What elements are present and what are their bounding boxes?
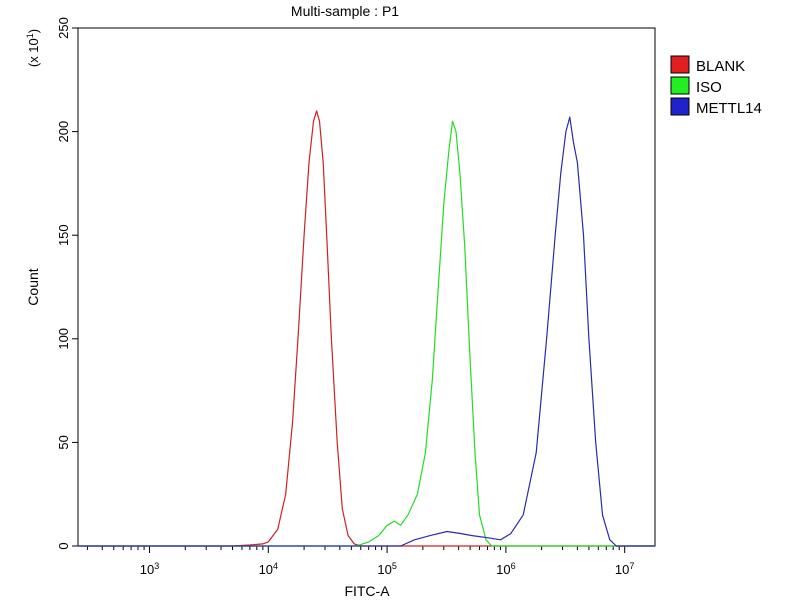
x-tick-base: 10 bbox=[377, 562, 391, 577]
x-tick-exponent: 6 bbox=[511, 561, 516, 571]
legend-item-iso: ISO bbox=[670, 76, 722, 96]
y-axis-ticks: 0 50 100 150 200 250 bbox=[56, 17, 78, 550]
legend-label-blank: BLANK bbox=[696, 58, 745, 75]
x-tick-exponent: 4 bbox=[273, 561, 278, 571]
y-multiplier-prefix: (x 10 bbox=[26, 38, 41, 67]
y-tick-label: 0 bbox=[56, 542, 71, 549]
x-tick-base: 10 bbox=[140, 562, 154, 577]
x-tick-exponent: 7 bbox=[629, 561, 634, 571]
y-tick-label: 100 bbox=[56, 328, 71, 350]
y-tick-label: 200 bbox=[56, 121, 71, 143]
x-tick-label: 104 bbox=[259, 561, 278, 577]
x-tick-exponent: 5 bbox=[392, 561, 397, 571]
series-layer bbox=[78, 110, 655, 547]
x-tick-label: 106 bbox=[496, 561, 515, 577]
x-tick-base: 10 bbox=[259, 562, 273, 577]
legend-swatch-mettl14 bbox=[670, 97, 690, 116]
x-tick-label: 105 bbox=[377, 561, 396, 577]
y-axis-title: Count bbox=[25, 268, 41, 305]
legend-swatch-iso bbox=[670, 76, 690, 95]
legend: BLANK ISO METTL14 bbox=[670, 55, 762, 117]
x-axis-title: FITC-A bbox=[344, 583, 390, 599]
x-tick-label: 103 bbox=[140, 561, 159, 577]
series-line-mettl14 bbox=[78, 116, 655, 547]
y-axis-multiplier: (x 101) bbox=[25, 29, 41, 67]
y-multiplier-exp: 1 bbox=[25, 33, 35, 38]
x-tick-exponent: 3 bbox=[154, 561, 159, 571]
series-line-iso bbox=[78, 120, 655, 547]
legend-label-iso: ISO bbox=[696, 79, 722, 96]
y-tick-label: 150 bbox=[56, 224, 71, 246]
x-tick-base: 10 bbox=[615, 562, 629, 577]
y-tick-label: 50 bbox=[56, 435, 71, 449]
y-tick-label: 250 bbox=[56, 17, 71, 39]
legend-label-mettl14: METTL14 bbox=[696, 100, 762, 117]
legend-item-blank: BLANK bbox=[670, 55, 745, 75]
series-line-blank bbox=[78, 110, 655, 547]
legend-item-mettl14: METTL14 bbox=[670, 97, 762, 117]
x-tick-base: 10 bbox=[496, 562, 510, 577]
x-axis-ticks: 103 104 105 106 107 bbox=[86, 546, 634, 577]
x-tick-label: 107 bbox=[615, 561, 634, 577]
legend-swatch-blank bbox=[670, 55, 690, 74]
y-multiplier-suffix: ) bbox=[26, 29, 41, 33]
chart-title: Multi-sample : P1 bbox=[291, 3, 399, 19]
